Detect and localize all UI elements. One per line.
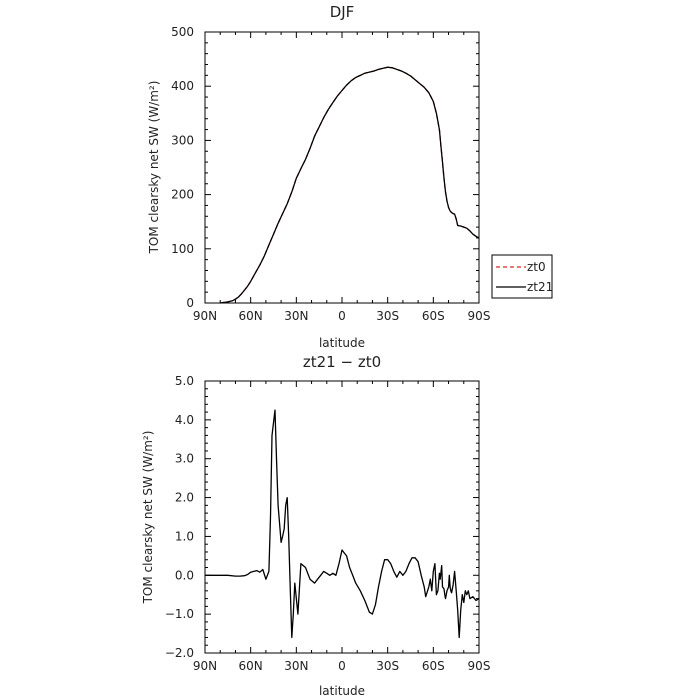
y-tick-label: 300 xyxy=(171,133,194,147)
y-tick-label: 2.0 xyxy=(175,491,194,505)
bottom-y-axis-label: TOM clearsky net SW (W/m²) xyxy=(141,431,155,605)
y-tick-label: 200 xyxy=(171,188,194,202)
x-tick-label: 60S xyxy=(422,659,445,673)
y-tick-label: 400 xyxy=(171,79,194,93)
bottom-x-axis-label: latitude xyxy=(319,684,365,698)
y-tick-label: −2.0 xyxy=(165,646,194,660)
y-tick-label: 100 xyxy=(171,242,194,256)
legend: zt0 zt21 xyxy=(491,254,553,299)
x-tick-label: 90S xyxy=(468,659,491,673)
top-x-axis-label: latitude xyxy=(319,336,365,350)
y-tick-label: 500 xyxy=(171,25,194,39)
legend-label-zt0: zt0 xyxy=(527,260,546,274)
y-tick-label: −1.0 xyxy=(165,607,194,621)
y-tick-label: 4.0 xyxy=(175,413,194,427)
y-tick-label: 3.0 xyxy=(175,452,194,466)
top-panel: DJF 90N 60N 30N 0 30S 60S 90S0100200300400500 … xyxy=(147,3,553,350)
x-tick-label: 60N xyxy=(239,309,263,323)
series-line-zt21 xyxy=(205,409,480,639)
x-tick-label: 60S xyxy=(422,309,445,323)
legend-label-zt21: zt21 xyxy=(527,280,553,294)
x-tick-label: 60N xyxy=(239,659,263,673)
bottom-panel: zt21 − zt0 90N 60N 30N 0 30S 60S 90S −2.0 −1.0 0.… xyxy=(141,353,490,698)
x-tick-label: 90S xyxy=(468,309,491,323)
x-tick-label: 30S xyxy=(376,659,399,673)
y-tick-label: 0.0 xyxy=(175,568,194,582)
y-tick-label: 1.0 xyxy=(175,529,194,543)
x-tick-label: 30N xyxy=(284,659,308,673)
y-tick-label: 5.0 xyxy=(175,374,194,388)
x-tick-label: 90N xyxy=(193,659,217,673)
legend-frame xyxy=(491,254,553,299)
x-tick-label: 30S xyxy=(376,309,399,323)
bottom-plot-frame xyxy=(204,380,480,654)
x-tick-label: 30N xyxy=(284,309,308,323)
x-tick-label: 0 xyxy=(338,309,346,323)
top-chart-title: DJF xyxy=(330,3,355,21)
x-tick-label: 90N xyxy=(193,309,217,323)
bottom-chart-title: zt21 − zt0 xyxy=(303,353,381,371)
top-plot-frame xyxy=(204,31,480,304)
series-line-zt21 xyxy=(220,66,480,304)
x-tick-label: 0 xyxy=(338,659,346,673)
top-y-axis-label: TOM clearsky net SW (W/m²) xyxy=(147,81,161,255)
y-tick-label: 0 xyxy=(186,296,194,310)
